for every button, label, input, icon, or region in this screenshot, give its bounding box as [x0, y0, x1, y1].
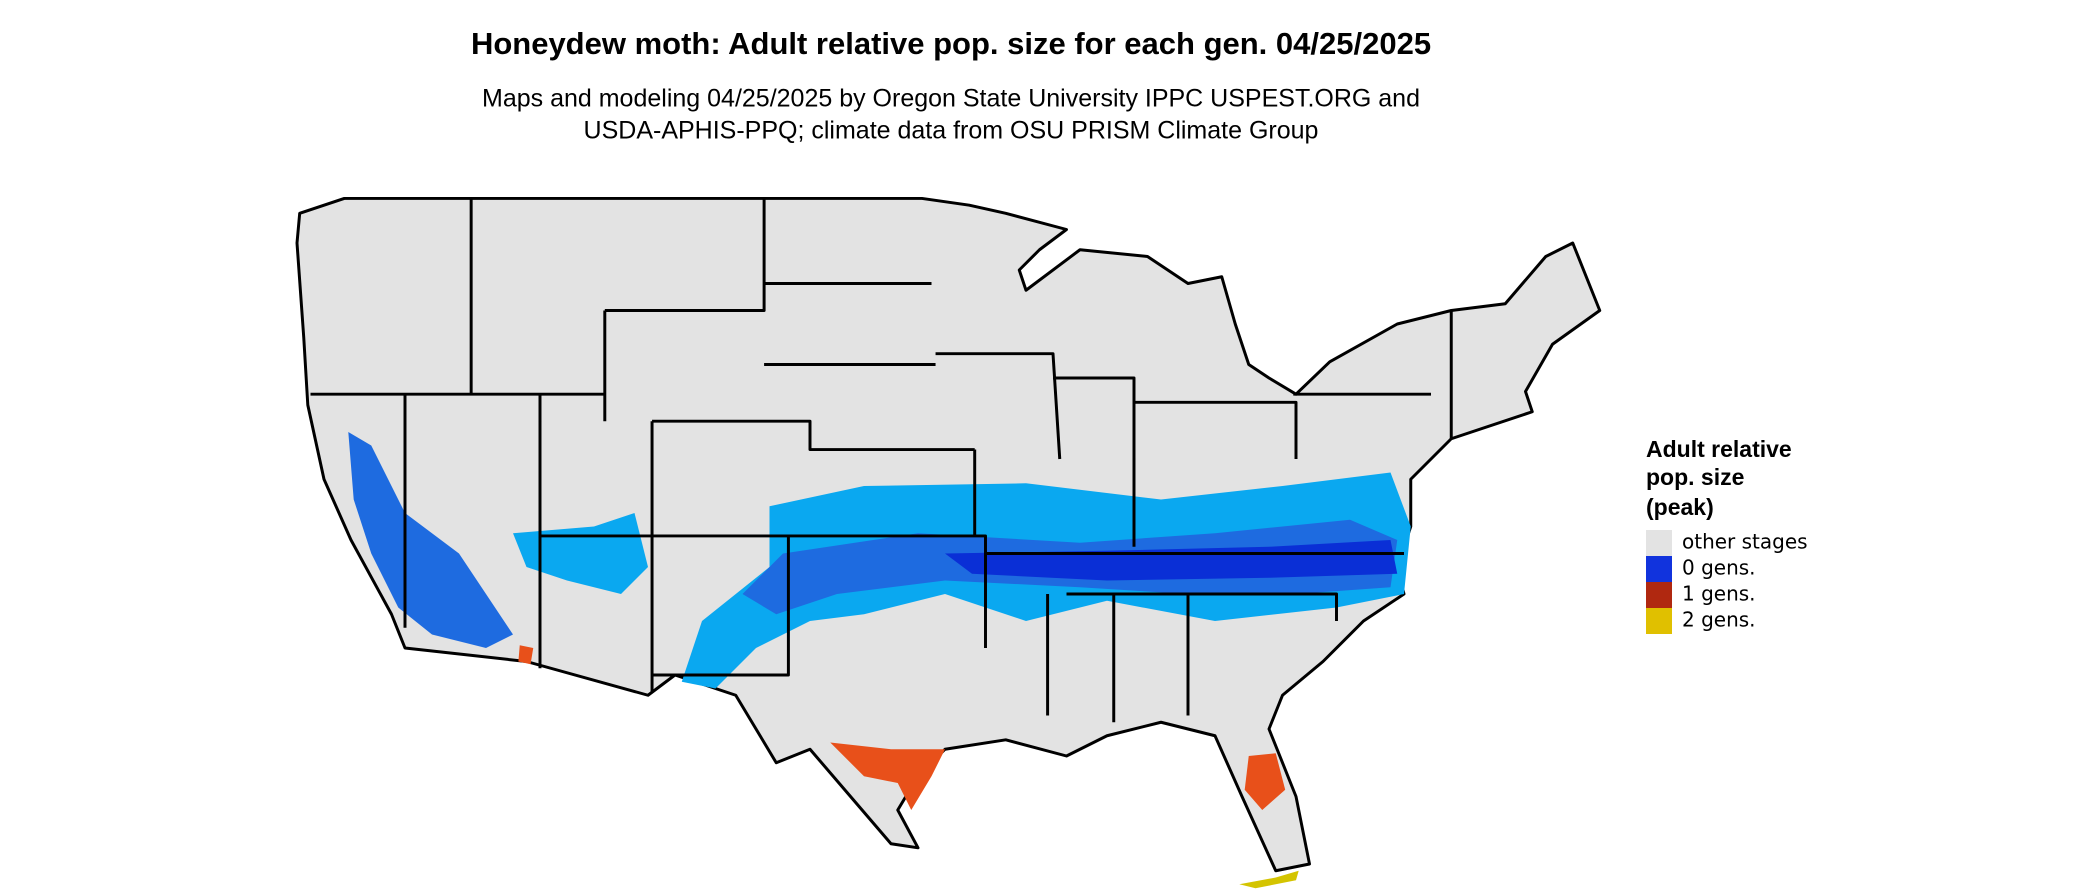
florida-red-area [1244, 753, 1286, 810]
legend-label: 0 gens. [1682, 556, 1756, 580]
legend-swatch [1646, 530, 1672, 556]
us-map [295, 196, 1602, 889]
legend-label: 2 gens. [1682, 608, 1756, 632]
map-title: Honeydew moth: Adult relative pop. size … [471, 26, 1431, 61]
legend-title: Adult relative [1646, 436, 1792, 462]
state-borders [310, 198, 1453, 723]
legend-label: 1 gens. [1682, 582, 1756, 606]
keys-yellow-area [1239, 870, 1299, 889]
map-subtitle: USDA-APHIS-PPQ; climate data from OSU PR… [584, 117, 1319, 145]
west-light-area [513, 513, 648, 594]
dark-blue-area [945, 540, 1398, 581]
az-red-area [518, 645, 534, 665]
population-areas [348, 432, 1411, 889]
legend-title: pop. size [1646, 464, 1744, 490]
legend-swatch [1646, 582, 1672, 608]
texas-red-area [830, 742, 945, 810]
legend-swatch [1646, 608, 1672, 634]
west-blue-area [348, 432, 513, 648]
legend-label: other stages [1682, 530, 1808, 554]
legend-title: (peak) [1646, 494, 1714, 520]
legend-swatch [1646, 556, 1672, 582]
map-subtitle: Maps and modeling 04/25/2025 by Oregon S… [482, 85, 1420, 113]
